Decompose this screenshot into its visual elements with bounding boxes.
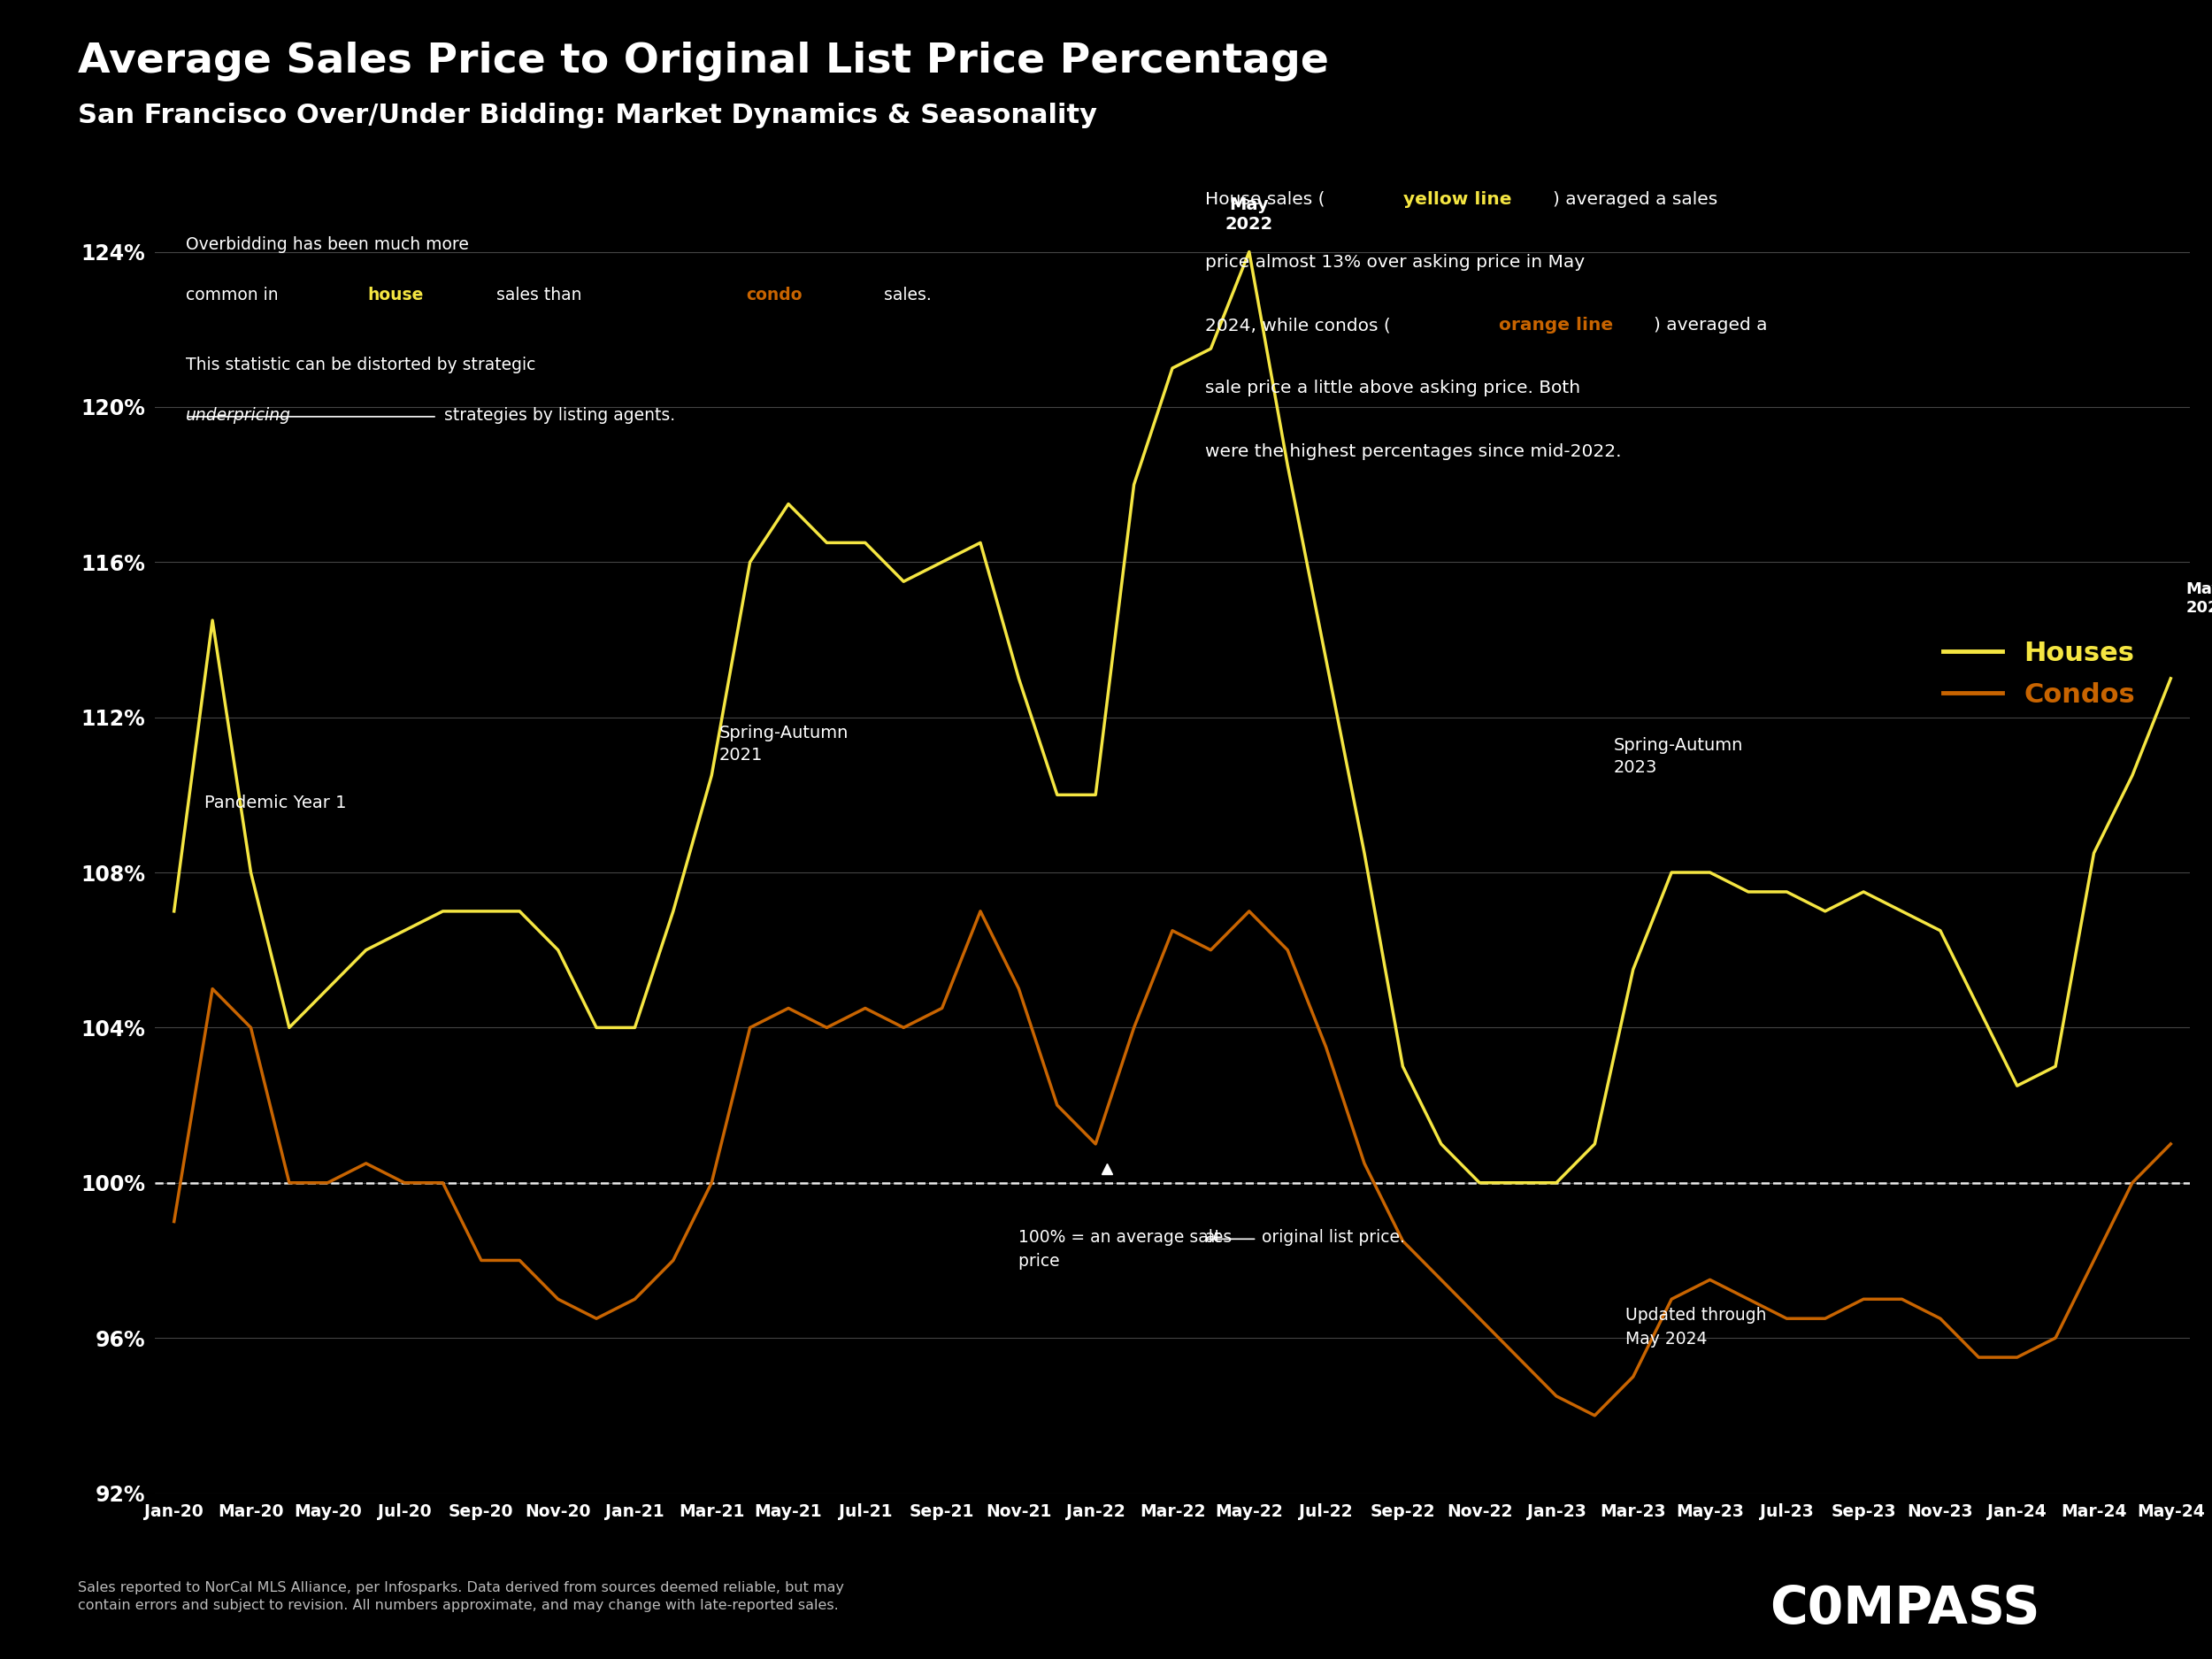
Text: orange line: orange line: [1500, 317, 1613, 333]
Text: sale price a little above asking price. Both: sale price a little above asking price. …: [1206, 380, 1582, 397]
Text: Pandemic Year 1: Pandemic Year 1: [206, 795, 347, 811]
Text: C0MPASS: C0MPASS: [1770, 1584, 2039, 1634]
Text: sales.: sales.: [878, 287, 931, 304]
Text: original list price.: original list price.: [1256, 1229, 1405, 1246]
Text: condo: condo: [745, 287, 803, 304]
Text: This statistic can be distorted by strategic: This statistic can be distorted by strat…: [186, 357, 535, 373]
Text: San Francisco Over/Under Bidding: Market Dynamics & Seasonality: San Francisco Over/Under Bidding: Market…: [77, 103, 1097, 128]
Text: Spring-Autumn
2021: Spring-Autumn 2021: [719, 725, 849, 763]
Text: Overbidding has been much more: Overbidding has been much more: [186, 236, 469, 254]
Text: Sales reported to NorCal MLS Alliance, per Infosparks. Data derived from sources: Sales reported to NorCal MLS Alliance, p…: [77, 1581, 843, 1613]
Text: underpricing: underpricing: [186, 406, 290, 423]
Text: Average Sales Price to Original List Price Percentage: Average Sales Price to Original List Pri…: [77, 41, 1329, 81]
Text: ) averaged a: ) averaged a: [1655, 317, 1767, 333]
Text: yellow line: yellow line: [1405, 191, 1513, 207]
Legend: Houses, Condos: Houses, Condos: [1931, 629, 2146, 718]
Text: strategies by listing agents.: strategies by listing agents.: [438, 406, 675, 423]
Text: price almost 13% over asking price in May: price almost 13% over asking price in Ma…: [1206, 254, 1586, 270]
Text: at: at: [1206, 1229, 1221, 1246]
Text: house: house: [367, 287, 425, 304]
Text: Spring-Autumn
2023: Spring-Autumn 2023: [1615, 737, 1743, 776]
Text: 2024, while condos (: 2024, while condos (: [1206, 317, 1391, 333]
Text: 100% = an average sales
price: 100% = an average sales price: [1020, 1229, 1232, 1269]
Text: May
2022: May 2022: [1225, 196, 1274, 232]
Text: common in: common in: [186, 287, 283, 304]
Text: May
2024: May 2024: [2185, 582, 2212, 615]
Text: ) averaged a sales: ) averaged a sales: [1553, 191, 1719, 207]
Text: were the highest percentages since mid-2022.: were the highest percentages since mid-2…: [1206, 443, 1621, 460]
Text: House sales (: House sales (: [1206, 191, 1325, 207]
Text: sales than: sales than: [491, 287, 586, 304]
Text: Updated through
May 2024: Updated through May 2024: [1626, 1307, 1767, 1347]
